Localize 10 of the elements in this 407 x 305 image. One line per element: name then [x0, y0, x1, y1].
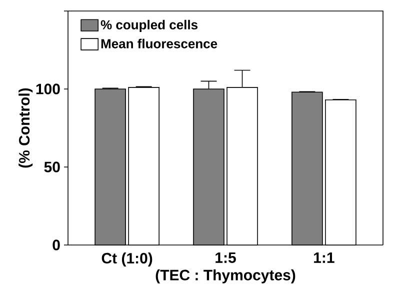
y-tick-label: 50 — [44, 162, 60, 172]
y-tick-label: 0 — [52, 240, 60, 250]
y-tick-label: 100 — [36, 84, 60, 94]
legend-label: Mean fluorescence — [101, 38, 218, 48]
x-axis-title: (TEC : Thymocytes) — [156, 269, 296, 284]
legend-label: % coupled cells — [100, 20, 198, 32]
x-tick-label: 1:5 — [216, 252, 236, 263]
x-tick-label: Ct (1:0) — [102, 252, 152, 266]
x-tick-label: 1:1 — [314, 252, 334, 263]
y-axis-title: (% Control) — [18, 88, 33, 168]
